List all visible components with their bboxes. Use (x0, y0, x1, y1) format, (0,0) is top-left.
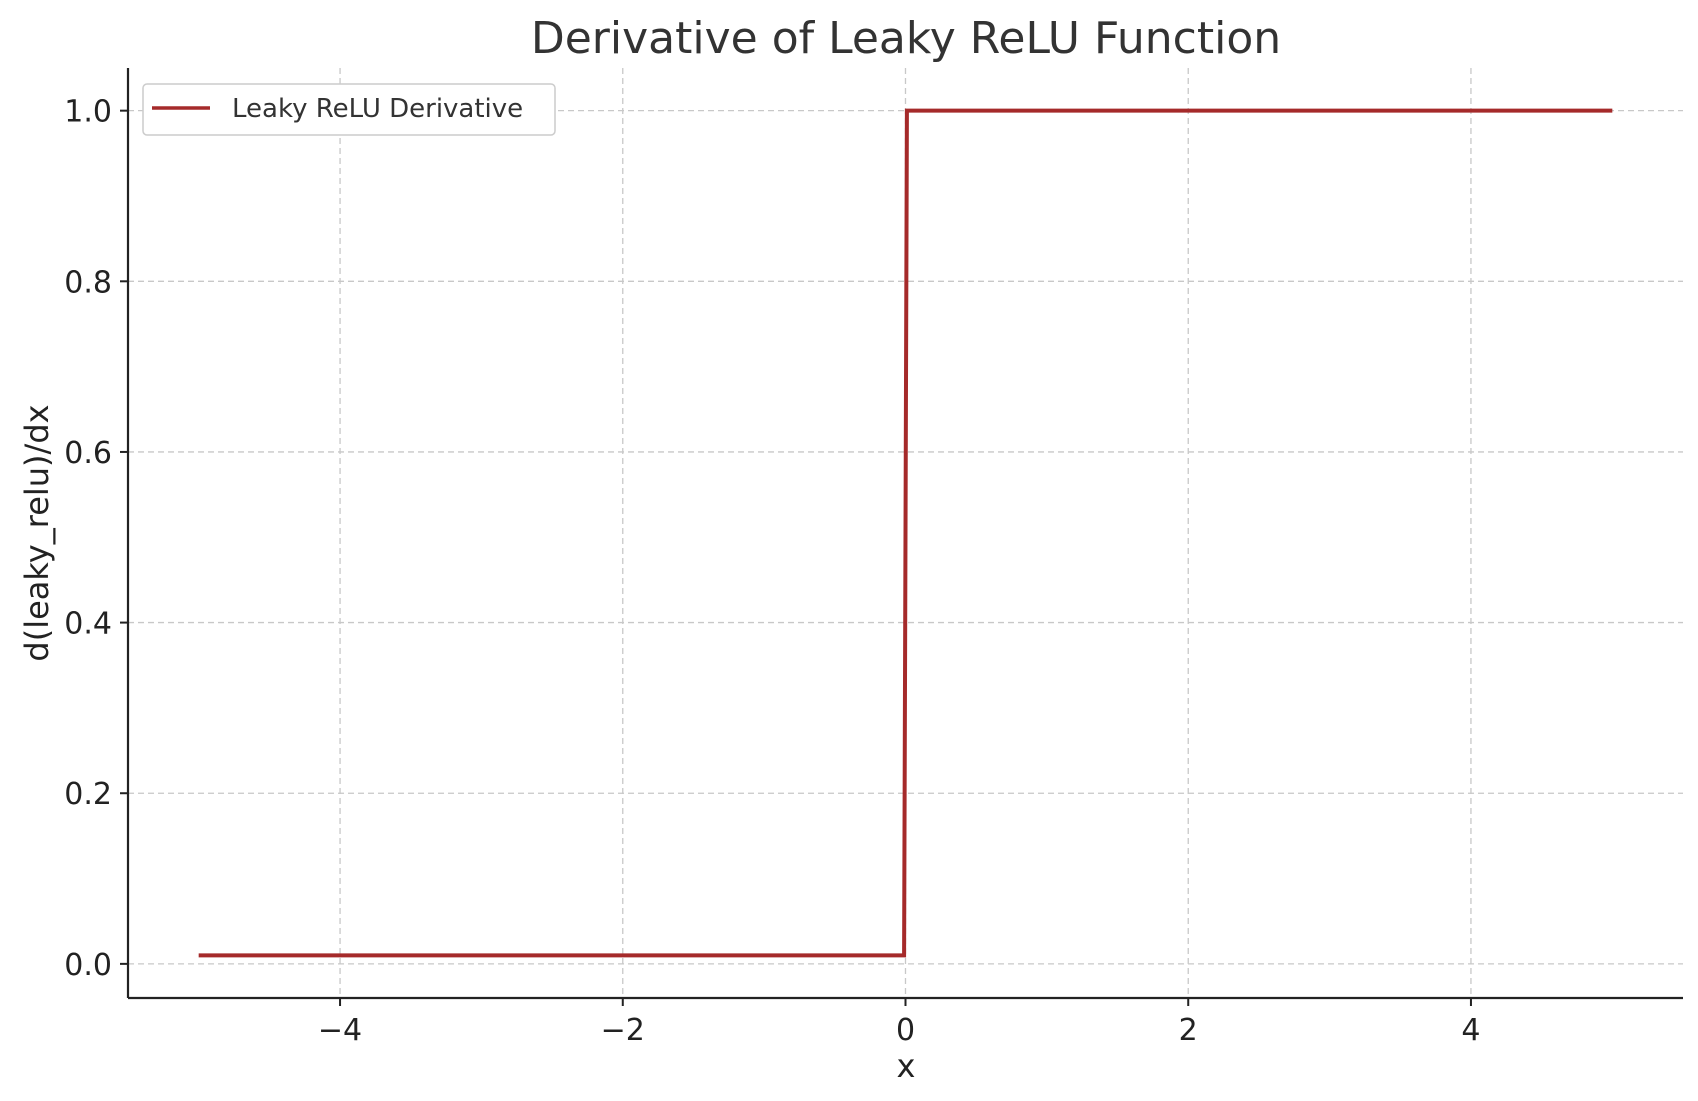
chart-title: Derivative of Leaky ReLU Function (531, 13, 1281, 64)
y-tick-label: 0.0 (64, 948, 112, 983)
legend: Leaky ReLU Derivative (142, 83, 556, 136)
y-tick-label: 0.2 (64, 777, 112, 812)
x-tick-label: 4 (1461, 1013, 1480, 1048)
x-axis-label: x (897, 1047, 916, 1085)
y-axis-label: d(leaky_relu)/dx (18, 404, 56, 661)
legend-box (142, 83, 556, 136)
series-line-leaky-relu-derivative (198, 108, 1613, 958)
x-tick-label: −2 (601, 1013, 645, 1048)
y-tick-label: 0.8 (64, 265, 112, 300)
legend-label: Leaky ReLU Derivative (232, 94, 523, 124)
x-tick-label: −4 (318, 1013, 362, 1048)
y-tick-label: 0.6 (64, 436, 112, 471)
x-tick-label: 0 (896, 1013, 915, 1048)
y-tick-label: 0.4 (64, 607, 112, 642)
plot-area (198, 108, 1613, 958)
ticks: −4 −2 0 2 4 0.0 0.2 0.4 0.6 0.8 1.0 (64, 95, 1480, 1048)
y-tick-label: 1.0 (64, 95, 112, 130)
x-tick-label: 2 (1179, 1013, 1198, 1048)
